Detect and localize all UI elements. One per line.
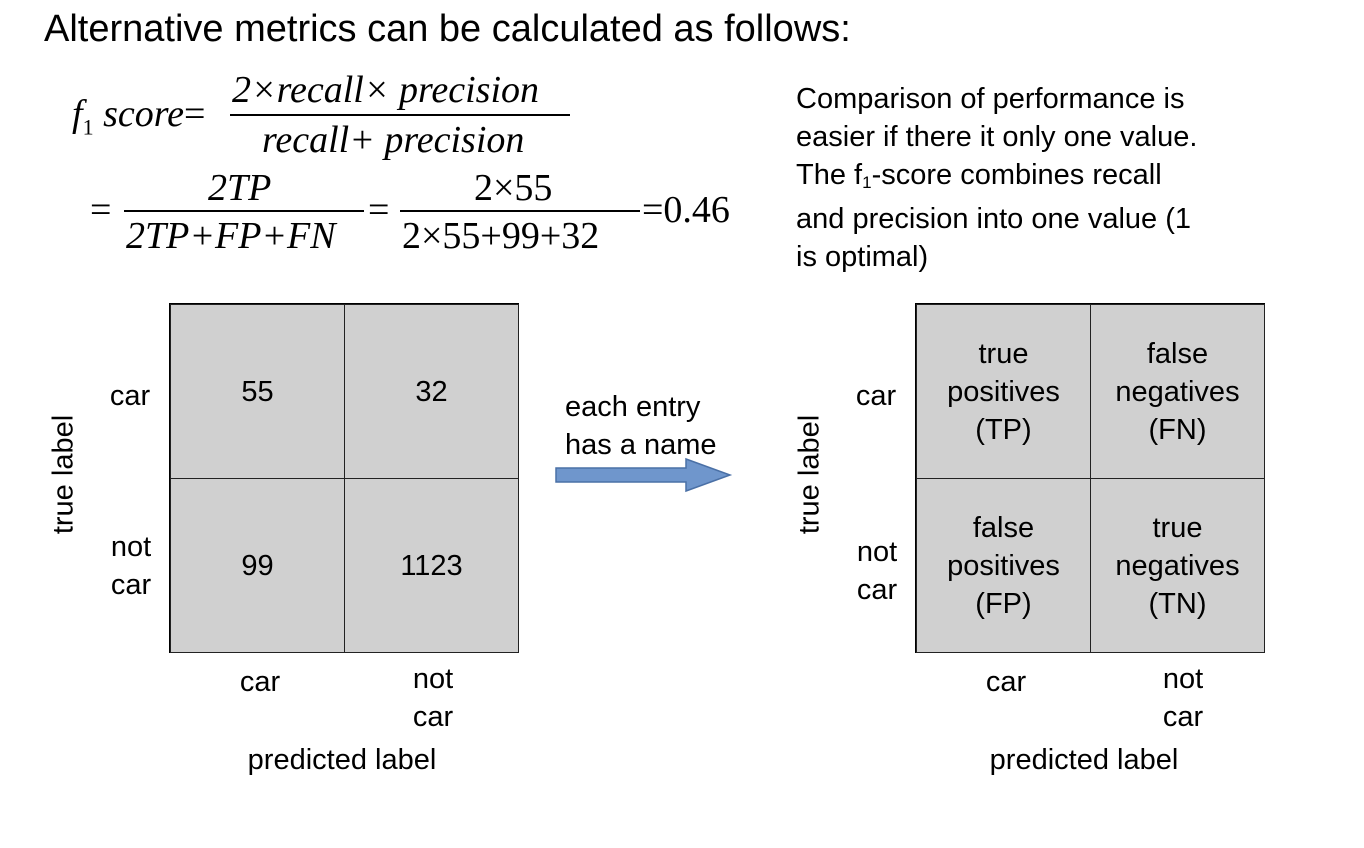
page-title: Alternative metrics can be calculated as… <box>44 8 851 50</box>
score-word: score <box>103 93 184 135</box>
cell-fn: 32 <box>344 304 519 479</box>
description-line: and precision into one value (1 <box>796 203 1191 235</box>
description-line: is optimal) <box>796 241 929 273</box>
description-line: easier if there it only one value. <box>796 121 1198 153</box>
cell-fp: 99 <box>170 478 345 653</box>
fraction1-bar <box>230 114 570 116</box>
fraction3-numerator: 2×55 <box>474 167 553 209</box>
fraction1-denominator: recall+ precision <box>262 119 525 161</box>
fraction3-denominator: 2×55+99+32 <box>402 215 600 257</box>
row-label-not-car: not car <box>110 531 152 601</box>
cell-false-positives: false positives (FP) <box>916 478 1091 653</box>
cell-tn: 1123 <box>344 478 519 653</box>
col-label-car: car <box>239 666 281 698</box>
cell-tp: 55 <box>170 304 345 479</box>
row-label-car: car <box>855 380 897 412</box>
description-text: Comparison of performance is easier if t… <box>796 80 1296 276</box>
fraction3-bar <box>400 210 640 212</box>
y-axis-label: true label <box>47 414 80 535</box>
cell-true-negatives: true negatives (TN) <box>1090 478 1265 653</box>
f1-score-lhs: f1 score= <box>72 92 205 141</box>
matrix-grid: true positives (TP) false negatives (FN)… <box>915 303 1265 653</box>
f1-subscript: 1 <box>82 114 94 140</box>
fraction2-numerator: 2TP <box>208 167 272 209</box>
cell-true-positives: true positives (TP) <box>916 304 1091 479</box>
result-value: =0.46 <box>642 189 730 231</box>
x-axis-label: predicted label <box>989 744 1179 776</box>
row-label-car: car <box>109 380 151 412</box>
description-line: Comparison of performance is <box>796 83 1185 115</box>
y-axis-label: true label <box>793 414 826 535</box>
equals-sign: = <box>90 189 112 231</box>
col-label-not-car: not car <box>412 663 454 733</box>
right-arrow-icon <box>555 457 733 493</box>
equals-sign: = <box>368 189 390 231</box>
arrow-caption: each entry has a name <box>565 391 717 461</box>
col-label-not-car: not car <box>1162 663 1204 733</box>
fraction2-denominator: 2TP+FP+FN <box>126 215 336 257</box>
matrix-grid: 55 32 99 1123 <box>169 303 519 653</box>
row-label-not-car: not car <box>856 536 898 606</box>
f1-symbol: f <box>72 93 83 135</box>
x-axis-label: predicted label <box>247 744 437 776</box>
description-line: The f1-score combines recall <box>796 159 1162 192</box>
fraction1-numerator: 2×recall× precision <box>232 69 540 111</box>
col-label-car: car <box>985 666 1027 698</box>
cell-false-negatives: false negatives (FN) <box>1090 304 1265 479</box>
fraction2-bar <box>124 210 364 212</box>
equals-sign: = <box>183 93 206 135</box>
